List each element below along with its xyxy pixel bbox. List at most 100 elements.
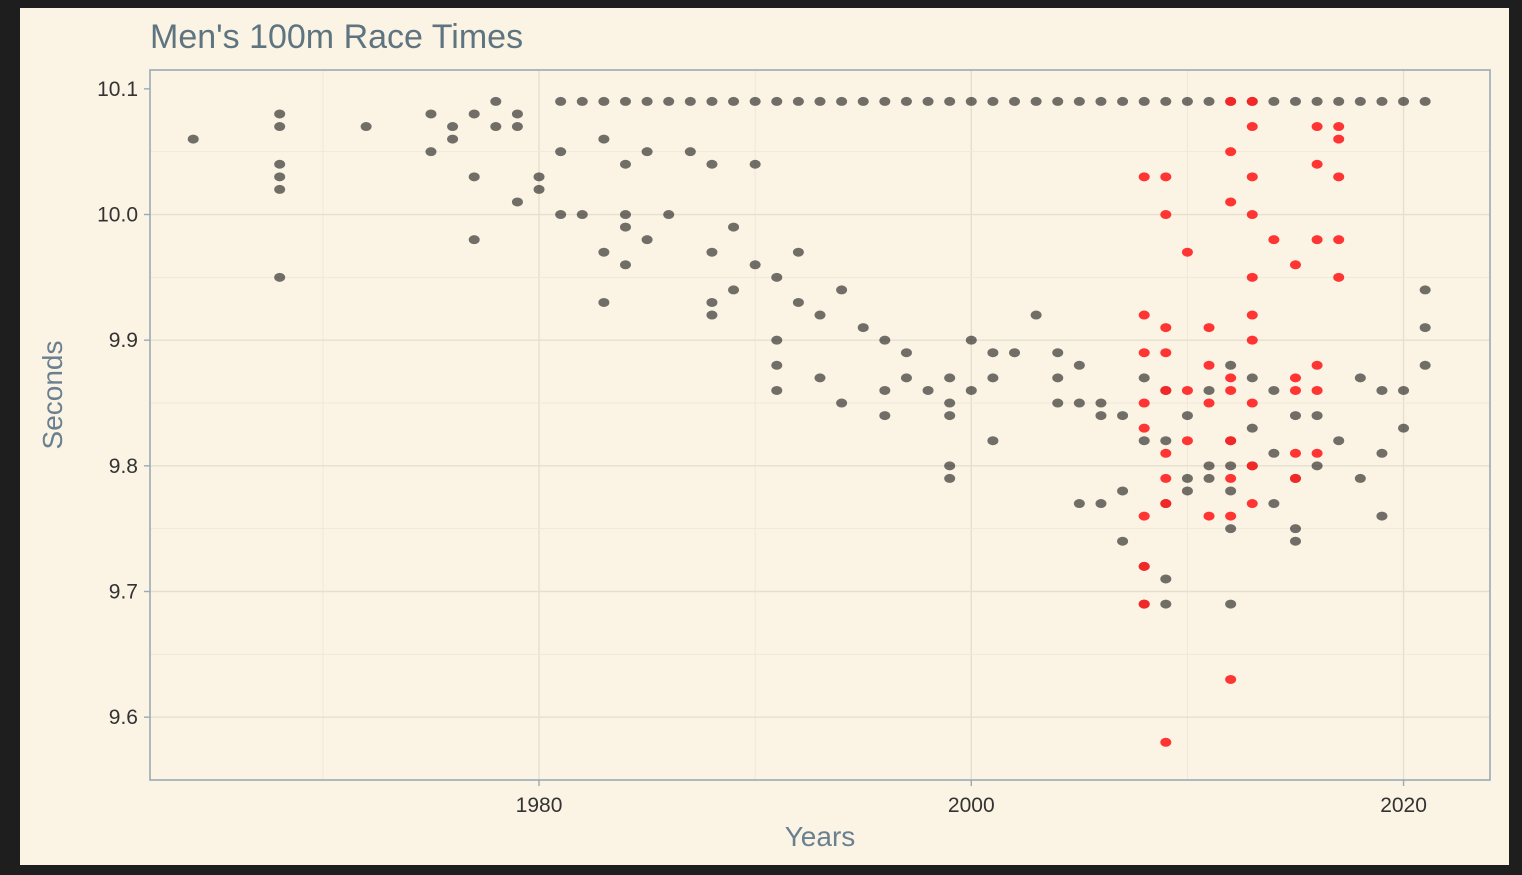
chart-svg: Men's 100m Race Times 1980 2000 2020 9.6 9.7… xyxy=(37,18,1491,852)
chart-panel: Men's 100m Race Times 1980 2000 2020 9.6 9.7… xyxy=(20,8,1509,865)
data-point xyxy=(663,96,675,106)
data-point xyxy=(1289,96,1301,106)
data-point-highlight xyxy=(1181,385,1193,395)
data-point xyxy=(1289,524,1301,534)
data-point xyxy=(468,109,480,119)
x-tick-label: 2000 xyxy=(948,794,995,817)
data-point xyxy=(447,122,459,132)
data-point-highlight xyxy=(1160,473,1172,483)
data-point-highlight xyxy=(1333,172,1345,182)
data-point-highlight xyxy=(1138,423,1150,433)
data-point xyxy=(1073,360,1085,370)
data-point xyxy=(1138,96,1150,106)
data-point xyxy=(641,235,653,245)
data-point xyxy=(468,235,480,245)
data-point-highlight xyxy=(1311,385,1323,395)
data-point-highlight xyxy=(1181,436,1193,446)
data-point xyxy=(814,373,826,383)
data-point xyxy=(1419,360,1431,370)
data-point xyxy=(663,210,675,220)
data-point-highlight xyxy=(1333,272,1345,282)
data-point-highlight xyxy=(1160,323,1172,333)
data-point xyxy=(1268,385,1280,395)
data-point xyxy=(922,385,934,395)
data-point xyxy=(1181,96,1193,106)
data-point-highlight xyxy=(1160,737,1172,747)
data-points xyxy=(187,96,1431,747)
data-point xyxy=(425,147,437,157)
data-point xyxy=(879,411,891,421)
data-point xyxy=(792,96,804,106)
data-point xyxy=(944,96,956,106)
data-point-highlight xyxy=(1333,122,1345,132)
data-point xyxy=(1052,96,1064,106)
data-point xyxy=(857,96,869,106)
data-point xyxy=(555,147,567,157)
data-point xyxy=(274,272,286,282)
data-point xyxy=(274,109,286,119)
data-point xyxy=(900,373,912,383)
data-point xyxy=(555,210,567,220)
data-point-highlight xyxy=(1160,172,1172,182)
data-point xyxy=(1246,373,1258,383)
data-point xyxy=(1073,499,1085,509)
data-point xyxy=(1333,436,1345,446)
data-point-highlight xyxy=(1246,499,1258,509)
data-point xyxy=(792,297,804,307)
data-point xyxy=(641,96,653,106)
data-point-highlight xyxy=(1160,210,1172,220)
data-point xyxy=(944,461,956,471)
data-point xyxy=(187,134,199,144)
data-point xyxy=(1419,323,1431,333)
data-point-highlight xyxy=(1289,473,1301,483)
data-point xyxy=(1030,310,1042,320)
x-tick-label: 1980 xyxy=(516,794,563,817)
data-point xyxy=(965,385,977,395)
data-point xyxy=(1311,96,1323,106)
data-point xyxy=(706,297,718,307)
data-point-highlight xyxy=(1246,335,1258,345)
data-point xyxy=(987,436,999,446)
data-point-highlight xyxy=(1203,360,1215,370)
data-point xyxy=(944,398,956,408)
data-point-highlight xyxy=(1246,310,1258,320)
data-point xyxy=(1117,96,1129,106)
data-point xyxy=(1398,385,1410,395)
data-point xyxy=(1354,473,1366,483)
data-point xyxy=(728,285,740,295)
y-tick-label: 10.0 xyxy=(97,204,138,227)
data-point xyxy=(1225,524,1237,534)
data-point xyxy=(1095,411,1107,421)
data-point xyxy=(987,373,999,383)
data-point xyxy=(619,210,631,220)
data-point xyxy=(900,96,912,106)
data-point xyxy=(879,385,891,395)
y-axis-title: Seconds xyxy=(37,341,68,450)
data-point-highlight xyxy=(1225,473,1237,483)
data-point xyxy=(619,260,631,270)
data-point xyxy=(706,96,718,106)
data-point-highlight xyxy=(1203,398,1215,408)
data-point xyxy=(900,348,912,358)
data-point xyxy=(1289,536,1301,546)
data-point xyxy=(944,473,956,483)
data-point xyxy=(1311,411,1323,421)
data-point xyxy=(879,335,891,345)
data-point xyxy=(619,96,631,106)
data-point-highlight xyxy=(1225,96,1237,106)
plot-border xyxy=(149,69,1491,781)
data-point xyxy=(771,335,783,345)
data-point xyxy=(1052,373,1064,383)
data-point xyxy=(1225,360,1237,370)
data-point xyxy=(1419,285,1431,295)
data-point-highlight xyxy=(1289,385,1301,395)
data-point-highlight xyxy=(1333,235,1345,245)
data-point xyxy=(1268,96,1280,106)
data-point xyxy=(1181,473,1193,483)
data-point xyxy=(1225,486,1237,496)
y-tick-label: 9.8 xyxy=(109,455,138,478)
data-point xyxy=(1311,461,1323,471)
data-point-highlight xyxy=(1246,398,1258,408)
x-axis-title: Years xyxy=(785,821,856,852)
data-point xyxy=(1160,599,1172,609)
